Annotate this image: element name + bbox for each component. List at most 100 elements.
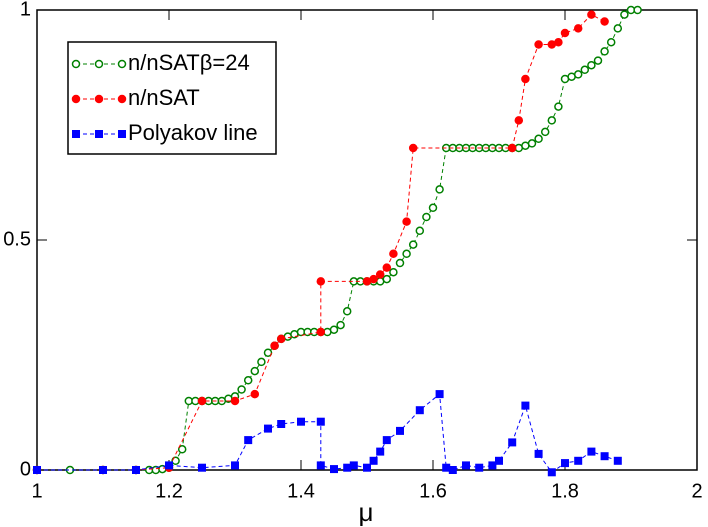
marker [158,464,167,474]
marker [422,212,431,222]
x-tick-label: 1.6 [419,480,447,502]
marker [435,390,444,399]
marker [462,461,470,470]
marker [264,424,272,433]
marker [402,249,411,259]
marker [573,24,583,33]
marker [389,267,398,277]
marker [270,341,279,351]
marker [375,270,385,279]
legend-label: n/nSATβ=24 [128,50,250,75]
marker [495,456,503,465]
series-line [37,393,618,473]
marker [276,334,286,344]
marker [382,263,392,272]
marker [442,463,451,472]
marker [33,466,41,474]
marker [435,185,444,194]
marker [574,456,583,465]
marker [402,217,411,226]
marker [547,468,556,477]
marker [118,130,126,138]
marker [117,94,127,104]
marker [343,463,352,472]
marker [316,277,326,286]
marker [395,258,405,268]
marker [389,249,398,259]
x-tick-label: 1 [31,480,42,502]
marker [330,465,338,474]
marker [527,139,537,148]
marker [408,240,418,249]
marker [316,327,326,337]
marker [177,445,187,454]
marker [606,37,616,47]
marker [197,396,207,406]
marker [415,406,424,415]
marker [151,465,161,475]
marker [514,116,524,125]
marker [534,449,543,458]
marker [132,466,140,474]
marker [376,447,385,456]
marker [508,438,517,447]
marker [71,94,81,104]
marker [237,385,246,394]
marker [521,74,530,84]
legend: n/nSATβ=24 n/nSAT Polyakov line [67,41,277,155]
legend-label: Polyakov line [128,120,258,145]
marker [230,396,240,406]
marker [171,456,180,466]
series-line [37,13,605,471]
marker [633,5,642,15]
marker [243,376,253,385]
marker [587,447,596,456]
marker [72,130,80,138]
marker [297,417,305,426]
marker [428,203,438,213]
x-tick-label: 1.4 [287,480,315,502]
marker [94,94,104,104]
marker [117,59,127,69]
marker [561,459,569,468]
x-tick-label: 2 [691,480,702,502]
marker [382,274,392,284]
x-tick-label: 1.8 [551,480,579,502]
marker [95,130,103,138]
marker [415,226,425,236]
marker [534,134,543,144]
marker [257,357,266,367]
marker [277,420,286,428]
x-axis-label: μ [359,497,374,527]
marker [349,461,358,470]
marker [198,463,206,472]
marker [560,28,570,38]
y-tick-label: 0.5 [3,228,31,250]
marker [369,274,378,284]
marker [613,24,623,33]
marker [231,461,239,470]
marker [600,17,609,26]
marker [600,452,609,461]
legend-label: n/nSAT [128,85,200,110]
marker [534,40,543,49]
marker [600,47,609,56]
marker [521,401,530,410]
marker [250,366,260,376]
marker [382,436,391,445]
marker [250,389,260,399]
marker [329,325,339,334]
marker [244,436,253,445]
marker [580,65,590,75]
marker [342,307,352,316]
y-tick-label: 0 [20,458,31,480]
marker [593,56,603,65]
marker [263,348,273,357]
marker [507,143,517,153]
marker [336,320,345,330]
marker [396,426,404,435]
marker [448,466,457,474]
marker [363,463,371,472]
marker [547,116,557,125]
